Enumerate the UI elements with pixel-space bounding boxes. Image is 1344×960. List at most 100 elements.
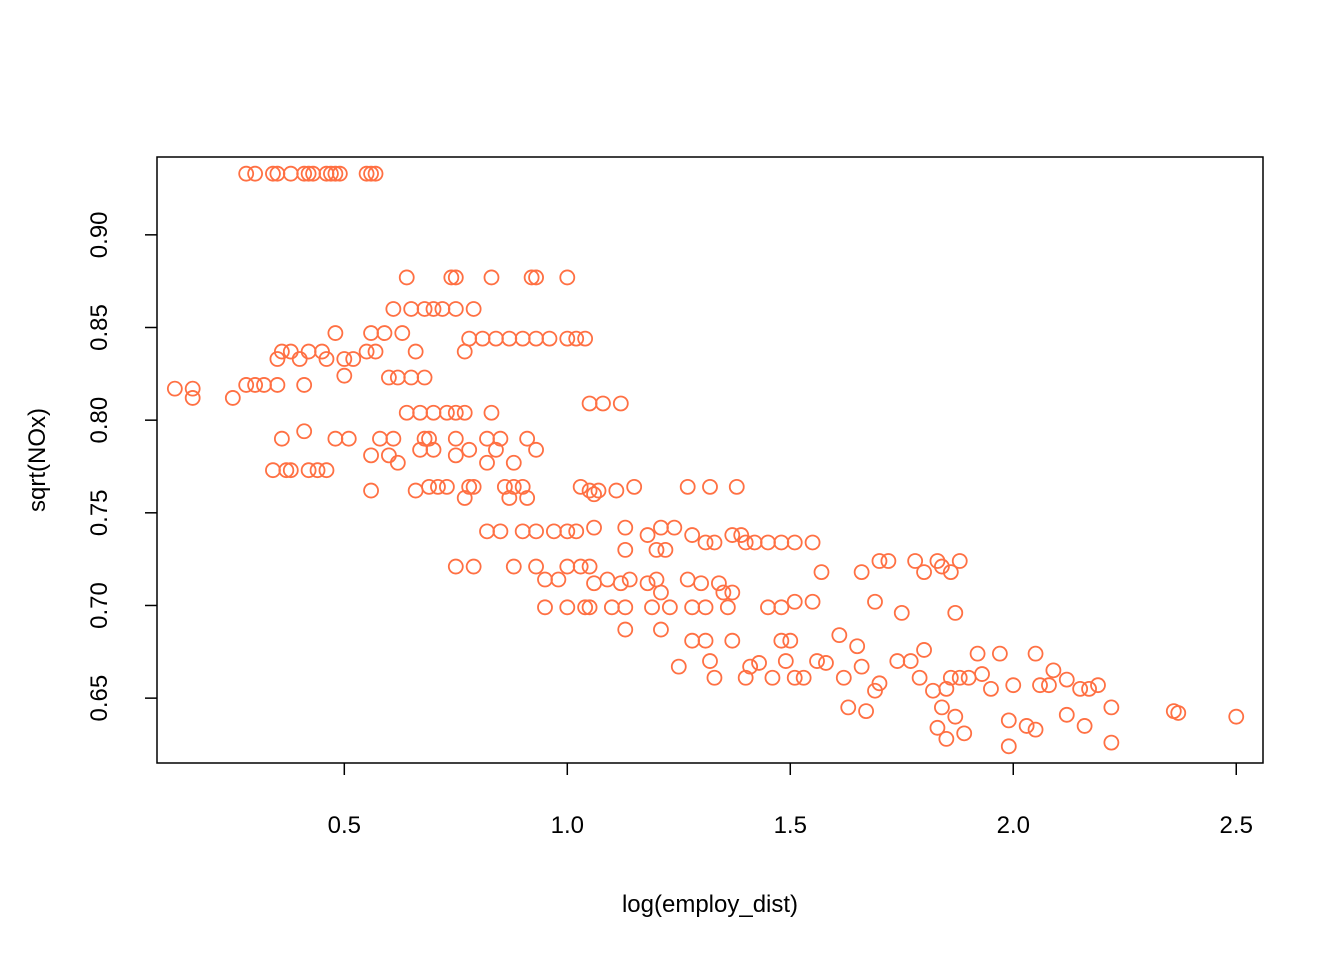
- data-point: [679, 571, 696, 588]
- data-point: [416, 301, 433, 317]
- data-point: [278, 462, 295, 479]
- data-point: [331, 165, 348, 182]
- data-point: [461, 330, 478, 347]
- data-point: [786, 669, 803, 686]
- data-point: [528, 523, 544, 540]
- data-point: [760, 534, 776, 551]
- data-point: [224, 390, 241, 406]
- data-point: [537, 599, 553, 616]
- data-point: [550, 571, 567, 588]
- data-point: [581, 482, 598, 499]
- data-point: [519, 490, 536, 506]
- data-point: [514, 478, 531, 495]
- data-point: [849, 638, 866, 655]
- data-point: [746, 534, 763, 551]
- data-point: [916, 642, 932, 658]
- data-point: [595, 395, 611, 412]
- data-point: [831, 627, 848, 644]
- data-point: [1090, 677, 1106, 694]
- data-point: [621, 571, 638, 588]
- y-tick-label: 0.80: [86, 397, 113, 444]
- data-point: [403, 369, 420, 386]
- data-point: [269, 377, 286, 393]
- data-point: [1032, 677, 1048, 694]
- data-point: [639, 575, 656, 592]
- data-point: [568, 330, 585, 347]
- data-point: [496, 478, 513, 495]
- data-point: [282, 165, 299, 182]
- data-point: [336, 351, 353, 367]
- data-point: [853, 564, 870, 581]
- data-point: [684, 599, 701, 616]
- data-point: [483, 269, 500, 286]
- data-point: [947, 708, 964, 725]
- y-tick-label: 0.65: [86, 675, 113, 722]
- data-point: [434, 301, 451, 317]
- data-point: [385, 430, 402, 447]
- data-point: [670, 658, 687, 675]
- y-tick-label: 0.90: [86, 211, 113, 258]
- data-point: [376, 325, 393, 341]
- data-point: [916, 564, 932, 581]
- plot-frame: [156, 156, 1264, 764]
- data-point: [421, 430, 437, 447]
- data-point: [282, 343, 299, 360]
- data-point: [425, 404, 442, 421]
- data-point: [853, 658, 870, 675]
- data-point: [327, 325, 344, 341]
- data-point: [983, 680, 999, 697]
- data-point: [599, 571, 616, 588]
- y-tick-label: 0.70: [86, 582, 113, 629]
- data-point: [653, 519, 669, 536]
- data-point: [719, 599, 736, 616]
- y-tick-label: 0.75: [86, 489, 113, 536]
- data-point: [617, 621, 634, 638]
- data-point: [581, 599, 598, 616]
- data-point: [577, 330, 594, 347]
- data-point: [465, 301, 482, 317]
- data-point: [764, 669, 781, 686]
- data-point: [483, 404, 500, 421]
- data-point: [1027, 721, 1044, 738]
- data-point: [612, 575, 629, 592]
- data-point: [309, 462, 326, 479]
- data-point: [559, 523, 576, 540]
- data-point: [1081, 680, 1097, 697]
- data-point: [300, 165, 317, 182]
- data-point: [974, 666, 990, 682]
- data-point: [492, 430, 509, 447]
- data-point: [465, 478, 482, 495]
- data-point: [296, 423, 313, 440]
- data-point: [697, 599, 714, 616]
- data-point: [657, 541, 674, 558]
- data-point: [523, 269, 540, 286]
- data-point: [505, 454, 522, 471]
- data-point: [684, 527, 701, 543]
- data-point: [166, 380, 183, 397]
- data-point: [693, 575, 709, 592]
- data-point: [474, 330, 491, 347]
- y-axis: 0.65 0.70 0.75 0.80 0.85 0.90: [86, 211, 157, 721]
- data-point: [447, 430, 464, 447]
- data-points: [166, 165, 1245, 755]
- data-point: [893, 604, 910, 621]
- data-point: [447, 447, 464, 464]
- data-point: [1103, 699, 1120, 716]
- data-point: [363, 325, 379, 341]
- data-point: [697, 534, 714, 551]
- data-point: [608, 482, 625, 499]
- data-point: [942, 564, 959, 581]
- data-point: [572, 478, 589, 495]
- data-point: [184, 380, 201, 397]
- data-point: [407, 482, 424, 499]
- data-point: [809, 653, 825, 669]
- data-point: [528, 269, 544, 286]
- data-point: [626, 478, 643, 495]
- data-point: [273, 343, 290, 360]
- data-point: [1045, 662, 1062, 679]
- data-point: [938, 731, 955, 747]
- data-point: [907, 553, 924, 569]
- data-point: [456, 343, 473, 360]
- data-point: [880, 553, 897, 569]
- data-point: [1170, 705, 1187, 721]
